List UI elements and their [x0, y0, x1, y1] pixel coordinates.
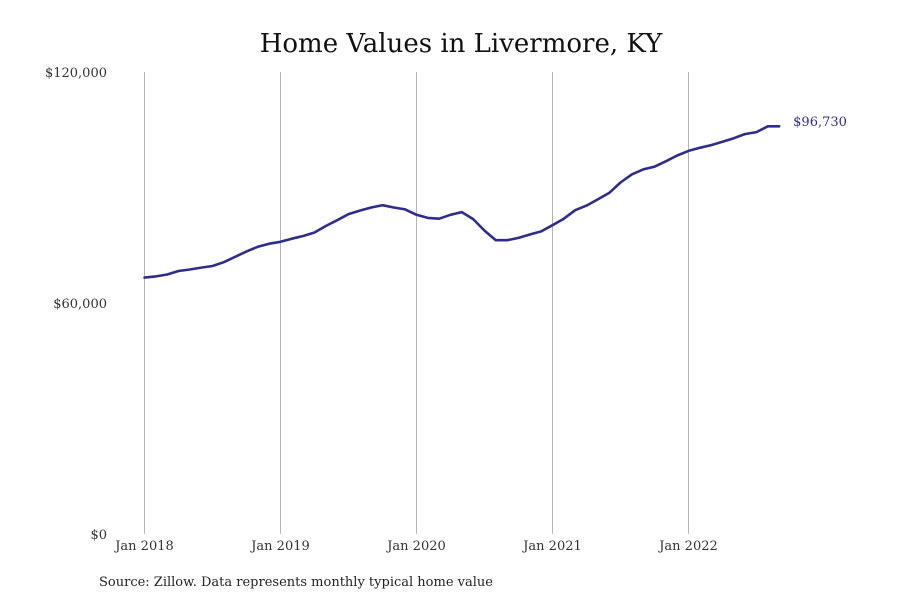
chart-title: Home Values in Livermore, KY — [260, 29, 663, 59]
y-axis-tick-labels: $0 $60,000 $120,000 — [45, 66, 107, 543]
y-tick-label: $60,000 — [53, 297, 107, 312]
y-tick-label: $120,000 — [45, 66, 107, 81]
x-tick-label: Jan 2021 — [521, 539, 582, 554]
x-tick-label: Jan 2018 — [113, 539, 174, 554]
x-tick-label: Jan 2022 — [657, 539, 718, 554]
x-tick-label: Jan 2020 — [385, 539, 446, 554]
y-tick-label: $0 — [90, 528, 107, 543]
home-value-line — [143, 125, 781, 279]
gridlines — [144, 72, 689, 534]
x-tick-label: Jan 2019 — [249, 539, 310, 554]
x-axis-tick-labels: Jan 2018 Jan 2019 Jan 2020 Jan 2021 Jan 2022 — [113, 539, 718, 554]
latest-value-label: $96,730 — [793, 115, 847, 130]
source-note: Source: Zillow. Data represents monthly … — [99, 575, 493, 590]
